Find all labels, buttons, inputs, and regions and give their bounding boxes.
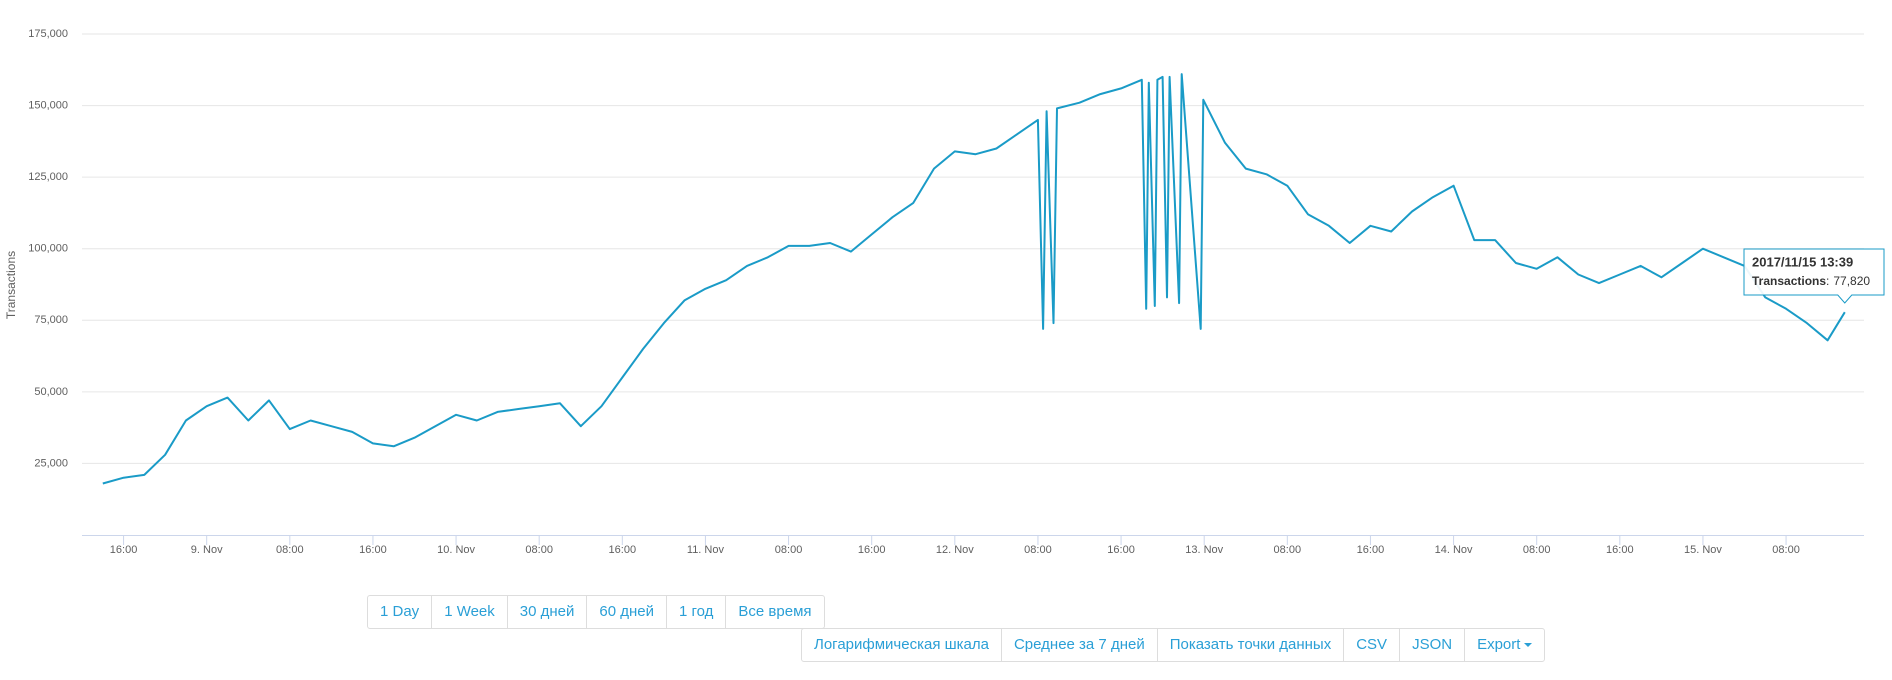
y-tick-label: 25,000 (34, 457, 68, 469)
button-label: 1 год (679, 603, 714, 620)
y-axis-title: Transactions (4, 251, 18, 319)
button-label: Логарифмическая шкала (814, 636, 989, 653)
option-buttons: Логарифмическая шкала Среднее за 7 дней По… (801, 628, 1546, 662)
button[interactable]: Логарифмическая шкала (801, 628, 1002, 662)
button[interactable]: 1 Week (431, 595, 508, 629)
y-tick-label: 50,000 (34, 386, 68, 398)
button[interactable]: CSV (1343, 628, 1401, 662)
tooltip-part: : (1826, 274, 1829, 288)
x-tick-label: 08:00 (1523, 544, 1551, 556)
tooltip-part: 77,820 (1833, 274, 1870, 288)
button[interactable]: Все время (725, 595, 825, 629)
range-buttons: 1 Day 1 Week 30 дней 60 дней 1 год Все время (367, 595, 825, 629)
x-tick-label: 08:00 (1274, 544, 1302, 556)
x-tick-label: 08:00 (276, 544, 304, 556)
x-tick-label: 16:00 (858, 544, 886, 556)
caret-icon (1524, 643, 1533, 648)
tooltip-title: 2017/11/15 13:39 (1752, 254, 1853, 269)
button-label: 1 Week (444, 603, 495, 620)
button[interactable]: Среднее за 7 дней (1000, 628, 1158, 662)
x-tick-label: 12. Nov (936, 544, 974, 556)
y-tick-label: 100,000 (28, 243, 68, 255)
button[interactable]: 1 Day (367, 595, 433, 629)
tooltip-box (1743, 248, 1885, 304)
x-tick-label: 13. Nov (1185, 544, 1223, 556)
y-tick-label: 150,000 (28, 99, 68, 111)
y-tick-label: 125,000 (28, 171, 68, 183)
x-tick-label: 9. Nov (191, 544, 223, 556)
x-tick-label: 11. Nov (687, 544, 725, 556)
x-tick-label: 16:00 (1606, 544, 1634, 556)
button[interactable]: Export (1464, 628, 1546, 662)
button-label: Среднее за 7 дней (1013, 636, 1145, 653)
button-label: JSON (1412, 636, 1453, 653)
button-label: 30 дней (519, 603, 575, 620)
button-label: 1 Day (380, 603, 420, 620)
button-label: CSV (1356, 636, 1388, 653)
y-tick-label: 175,000 (28, 28, 68, 40)
button[interactable]: 60 дней (586, 595, 667, 629)
x-tick-label: 16:00 (110, 544, 138, 556)
y-tick-label: 75,000 (34, 314, 68, 326)
tooltip-part: Transactions (1752, 274, 1826, 288)
x-tick-label: 16:00 (609, 544, 637, 556)
button-label: Export (1477, 636, 1521, 653)
button-label: Показать точки данных (1169, 636, 1332, 653)
x-tick-label: 08:00 (1772, 544, 1800, 556)
x-tick-label: 16:00 (359, 544, 387, 556)
button[interactable]: 30 дней (506, 595, 588, 629)
button-label: 60 дней (599, 603, 654, 620)
x-tick-label: 16:00 (1107, 544, 1135, 556)
x-tick-label: 16:00 (1357, 544, 1385, 556)
button-label: Все время (738, 603, 812, 620)
x-tick-label: 15. Nov (1684, 544, 1722, 556)
tooltip-line: Transactions: 77,820 (1752, 274, 1870, 288)
tooltip: 2017/11/15 13:39 Transactions: 77,820 (1743, 248, 1885, 304)
x-tick-label: 08:00 (775, 544, 803, 556)
x-tick-label: 08:00 (1024, 544, 1052, 556)
button[interactable]: JSON (1399, 628, 1466, 662)
data-line (102, 73, 1846, 485)
x-tick-label: 14. Nov (1435, 544, 1473, 556)
button[interactable]: Показать точки данных (1156, 628, 1345, 662)
x-tick-label: 10. Nov (437, 544, 475, 556)
x-tick-label: 08:00 (525, 544, 553, 556)
button[interactable]: 1 год (666, 595, 727, 629)
chart: Transactions 25,000 50,000 75,000 100,000 12… (4, 28, 1885, 556)
